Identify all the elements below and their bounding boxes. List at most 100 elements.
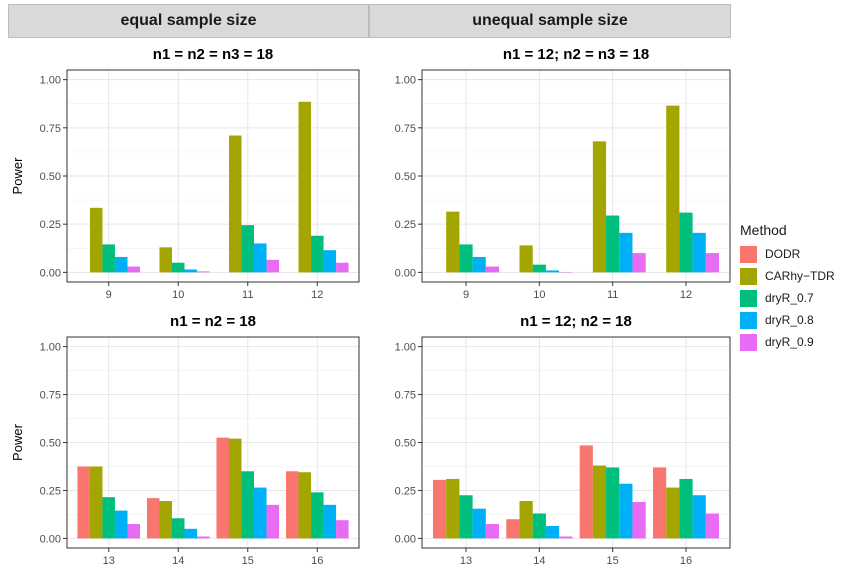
bar [472,256,486,273]
bar [146,498,160,539]
x-tick-label: 12 [311,289,323,301]
bar [666,487,680,539]
strip-equal-sample-size: equal sample size [8,4,369,38]
legend-label: dryR_0.8 [765,313,814,327]
bar [446,478,460,539]
x-tick-label: 10 [172,289,184,301]
bar [171,518,185,539]
bar [127,266,140,273]
bar [102,497,115,539]
bar [184,528,198,539]
bar [433,479,447,539]
y-tick-label: 1.00 [395,342,416,354]
bar [459,244,473,273]
legend: Method DODR CARhy−TDR dryR_0.7 dryR_0.8 dryR… [740,222,835,353]
bar [228,438,242,539]
bar [89,207,103,273]
x-tick-label: 9 [463,289,469,301]
bar [311,235,324,273]
y-tick-label: 1.00 [395,75,416,87]
bar [559,536,573,539]
bar [77,466,90,539]
bar [336,520,349,539]
x-tick-label: 15 [607,555,619,567]
bar [241,471,255,539]
bar [619,483,633,539]
y-axis-label: Power [10,157,25,195]
x-tick-label: 9 [106,289,112,301]
panel-title: n1 = 12; n2 = n3 = 18 [503,46,649,63]
bar [298,472,312,539]
bar [336,262,349,273]
bar [619,232,633,273]
legend-item: dryR_0.7 [740,287,835,309]
bar [632,501,646,539]
legend-swatch [740,333,757,351]
bar [532,264,546,273]
legend-title: Method [740,222,787,238]
bar [114,510,128,539]
bar [545,270,560,273]
bar [228,135,242,273]
x-tick-label: 14 [172,555,184,567]
bar [102,244,115,273]
legend-swatch [740,311,757,329]
bar [286,471,299,539]
bar [579,445,593,539]
x-tick-label: 14 [533,555,545,567]
bar [184,269,198,273]
panel-title: n1 = n2 = 18 [170,313,256,330]
bar [559,271,573,273]
legend-label: CARhy−TDR [765,269,835,283]
x-tick-label: 10 [533,289,545,301]
y-tick-label: 0.75 [395,123,416,135]
y-tick-label: 0.25 [395,485,416,497]
legend-swatch [740,289,757,307]
bar [197,536,210,539]
y-tick-label: 0.75 [40,123,61,135]
bar [632,253,646,273]
y-tick-label: 0.50 [40,171,61,183]
bar [171,262,185,273]
bar [692,232,706,273]
bar [323,504,337,539]
x-tick-label: 16 [680,555,692,567]
y-tick-label: 0.75 [395,390,416,402]
y-tick-label: 0.50 [40,438,61,450]
legend-label: dryR_0.9 [765,335,814,349]
x-tick-label: 13 [460,555,472,567]
bar [472,508,486,539]
y-tick-label: 0.25 [40,485,61,497]
y-tick-label: 1.00 [40,342,61,354]
bar [666,105,680,273]
bar [592,141,607,273]
legend-swatch [740,267,757,285]
bar [606,467,620,539]
bar [592,465,607,539]
x-tick-label: 12 [680,289,692,301]
bar [459,495,473,539]
bar [241,225,255,273]
panel-border [421,69,731,283]
bar [485,266,499,273]
legend-label: dryR_0.7 [765,291,814,305]
y-tick-label: 0.50 [395,171,416,183]
panel-title: n1 = 12; n2 = 18 [520,313,632,330]
y-tick-label: 0.50 [395,438,416,450]
bar [298,101,312,273]
y-tick-label: 1.00 [40,75,61,87]
bar [159,247,172,273]
bar [323,250,337,273]
bar [446,211,460,273]
bar [679,212,693,273]
bar [114,256,128,273]
y-tick-label: 0.75 [40,390,61,402]
bar [545,525,560,539]
y-tick-label: 0.00 [395,267,416,279]
bar [216,437,229,539]
x-tick-label: 13 [103,555,115,567]
bar [311,492,324,539]
legend-label: DODR [765,247,801,261]
legend-item: dryR_0.8 [740,309,835,331]
